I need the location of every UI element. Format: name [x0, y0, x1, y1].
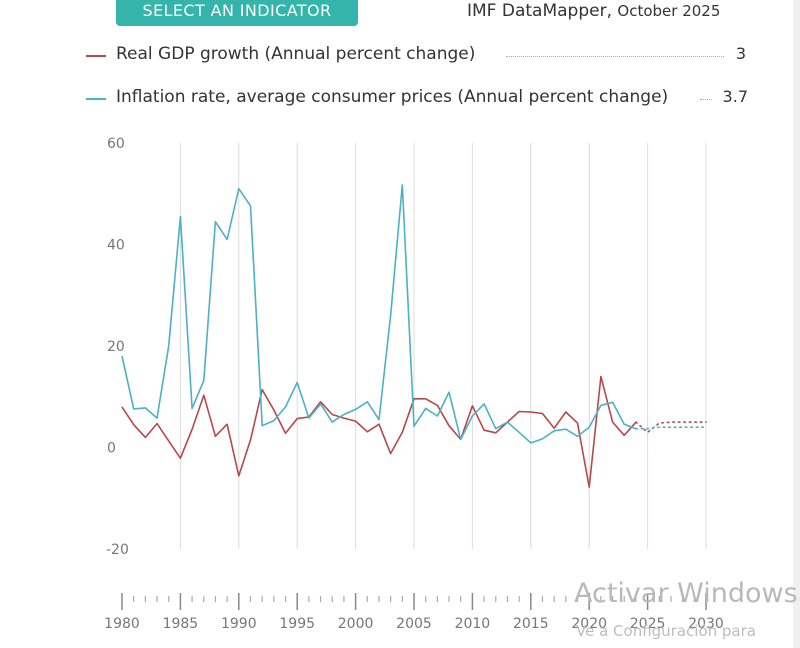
legend-swatch-inflation: [86, 98, 106, 100]
series-projection-inflation: [635, 426, 707, 430]
y-tick-label: 20: [107, 339, 125, 355]
y-axis: 60 40 20 0 -20: [106, 136, 129, 558]
chart-series: [121, 184, 707, 488]
x-axis: 1980 1985 1990 1995 2000 2005 2010 2015 2020 2025…: [104, 593, 724, 632]
source-label: IMF DataMapper, October 2025: [467, 1, 720, 21]
x-tick-label: 2000: [338, 616, 374, 632]
chart-grid: [179, 143, 707, 549]
y-tick-label: 40: [107, 238, 125, 254]
legend-value-gdp: 3: [735, 44, 746, 63]
legend-value-inflation: 3.7: [722, 87, 748, 106]
series-line-inflation: [121, 184, 637, 444]
legend-label-gdp: Real GDP growth (Annual percent change): [116, 44, 476, 64]
y-tick-label: 60: [107, 136, 125, 152]
y-tick-label: 0: [107, 441, 116, 457]
series-projection-gdp: [635, 421, 707, 434]
x-tick-label: 1985: [163, 616, 199, 632]
legend-leader-gdp: [506, 56, 724, 57]
x-tick-label: 1990: [221, 616, 257, 632]
activation-watermark-title: Activar Windows: [574, 578, 798, 609]
x-tick-label: 2015: [513, 616, 549, 632]
x-tick-label: 1980: [104, 616, 140, 632]
legend-swatch-gdp: [86, 55, 106, 57]
activation-watermark-subtitle: Ve a Configuración para: [576, 622, 756, 640]
page-edge: [793, 0, 800, 648]
legend-label-inflation: Inflation rate, average consumer prices …: [116, 87, 669, 107]
series-line-gdp: [121, 375, 637, 488]
source-name: IMF DataMapper,: [467, 1, 612, 21]
x-tick-label: 2030: [688, 616, 724, 632]
source-date: October 2025: [617, 2, 721, 20]
legend-item-gdp[interactable]: Real GDP growth (Annual percent change) …: [86, 44, 748, 68]
x-tick-label: 1995: [279, 616, 315, 632]
x-tick-label: 2005: [396, 616, 432, 632]
y-tick-label: -20: [106, 542, 129, 558]
x-tick-label: 2020: [571, 616, 607, 632]
x-tick-label: 2010: [455, 616, 491, 632]
legend-leader-inflation: [700, 99, 712, 100]
x-tick-label: 2025: [630, 616, 666, 632]
select-indicator-button[interactable]: SELECT AN INDICATOR: [116, 0, 358, 26]
legend-item-inflation[interactable]: Inflation rate, average consumer prices …: [86, 87, 748, 111]
